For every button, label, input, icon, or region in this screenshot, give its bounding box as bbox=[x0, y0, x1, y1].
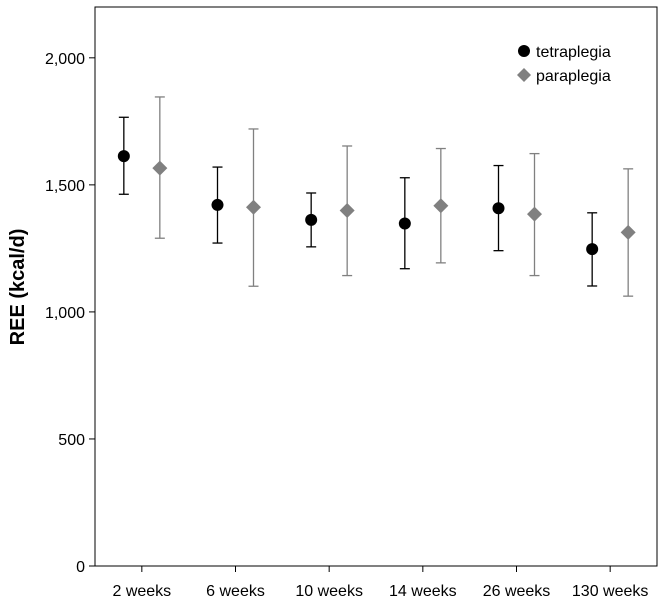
y-tick-label: 500 bbox=[58, 432, 85, 449]
data-point bbox=[398, 217, 411, 230]
data-point bbox=[433, 198, 449, 214]
x-tick-label: 26 weeks bbox=[483, 583, 551, 600]
data-point bbox=[586, 243, 599, 256]
y-tick-label: 0 bbox=[76, 559, 85, 576]
legend-marker-tetraplegia bbox=[518, 45, 530, 57]
y-axis-label: REE (kcal/d) bbox=[7, 229, 29, 346]
data-point bbox=[620, 224, 636, 240]
x-tick-label: 130 weeks bbox=[572, 583, 649, 600]
x-tick-label: 2 weeks bbox=[112, 583, 171, 600]
data-point bbox=[152, 160, 168, 176]
x-tick-label: 14 weeks bbox=[389, 583, 457, 600]
y-tick-label: 1,000 bbox=[45, 305, 85, 322]
data-point bbox=[211, 198, 224, 211]
x-tick-label: 6 weeks bbox=[206, 583, 265, 600]
series-tetraplegia bbox=[117, 116, 599, 287]
legend: tetraplegia paraplegia bbox=[517, 44, 611, 85]
plot-frame bbox=[94, 6, 658, 567]
legend-marker-paraplegia bbox=[517, 68, 531, 82]
legend-label: tetraplegia bbox=[536, 44, 611, 61]
y-axis: 0 500 1,000 1,500 2,000 bbox=[45, 51, 95, 576]
legend-label: paraplegia bbox=[536, 68, 611, 85]
y-tick-label: 2,000 bbox=[45, 51, 85, 68]
series-paraplegia bbox=[152, 96, 636, 297]
data-point bbox=[527, 206, 542, 222]
data-point bbox=[117, 150, 130, 163]
data-point bbox=[305, 213, 318, 226]
series-layer bbox=[117, 96, 636, 297]
y-tick-label: 1,500 bbox=[45, 178, 85, 195]
x-tick-label: 10 weeks bbox=[295, 583, 363, 600]
data-point bbox=[492, 202, 505, 215]
data-point bbox=[246, 199, 261, 215]
data-point bbox=[339, 203, 355, 219]
x-axis: 2 weeks 6 weeks 10 weeks 14 weeks 26 weeks 13… bbox=[112, 566, 648, 600]
